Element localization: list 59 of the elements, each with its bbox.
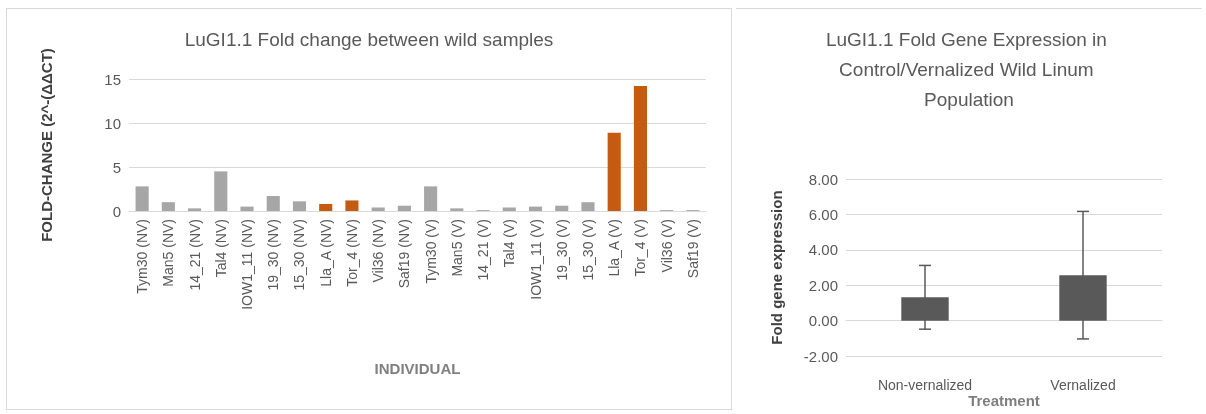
x-tick-label: Man5 (NV) xyxy=(160,219,177,287)
x-axis-title: INDIVIDUAL xyxy=(374,360,461,377)
x-tick-label: Saf19 (V) xyxy=(684,219,701,279)
bar xyxy=(319,203,333,211)
x-tick-label: Lla_A (V) xyxy=(606,219,623,277)
x-tick-label: Vernalized xyxy=(1050,377,1116,394)
x-tick-label: 19_30 (NV) xyxy=(265,219,282,291)
y-tick-label: 15 xyxy=(104,70,121,88)
y-tick-label: 0 xyxy=(112,202,121,220)
bar xyxy=(450,208,464,211)
bar xyxy=(240,206,254,211)
x-tick-label: IOW1_11 (NV) xyxy=(239,219,256,310)
bar xyxy=(371,207,385,211)
x-tick-label: Tym30 (NV) xyxy=(134,219,151,294)
x-tick-label: Tym30 (V) xyxy=(422,219,439,284)
bar xyxy=(528,206,543,211)
y-axis-title: FOLD-CHANGE (2^-(ΔΔCT) xyxy=(38,48,55,242)
x-tick-label: Tor_4 (NV) xyxy=(343,219,360,287)
bar xyxy=(397,205,411,211)
bar xyxy=(502,207,516,211)
bar xyxy=(214,171,228,211)
chart-title: LuGI1.1 Fold change between wild samples xyxy=(184,28,554,50)
x-tick-label: Lla_A (NV) xyxy=(317,219,334,287)
x-axis-title: Treatment xyxy=(968,392,1040,409)
y-tick-label: 6.00 xyxy=(808,205,838,223)
bar xyxy=(345,200,359,211)
x-tick-label: 14_21 (V) xyxy=(475,219,492,281)
x-tick-label: Vil36 (V) xyxy=(658,219,675,273)
x-tick-label: Man5 (V) xyxy=(448,219,465,277)
bar xyxy=(135,186,149,211)
y-tick-label: 10 xyxy=(104,114,121,132)
x-tick-label: 19_30 (V) xyxy=(553,219,570,281)
y-tick-label: 4.00 xyxy=(808,241,838,259)
x-tick-label: 15_30 (NV) xyxy=(291,219,308,291)
x-tick-label: Tor_4 (V) xyxy=(632,219,649,277)
y-tick-label: 0.00 xyxy=(808,312,838,330)
x-tick-label: IOW1_11 (V) xyxy=(527,219,544,300)
x-tick-label: Non-vernalized xyxy=(877,377,973,394)
y-tick-label: 8.00 xyxy=(808,170,838,188)
bar xyxy=(581,202,595,211)
x-tick-label: Saf19 (NV) xyxy=(396,219,413,289)
y-tick-label: -2.00 xyxy=(803,347,838,365)
bar xyxy=(424,186,438,211)
x-tick-label: 14_21 (NV) xyxy=(186,219,203,291)
bar xyxy=(188,208,202,211)
bar xyxy=(555,205,569,211)
x-tick-label: Tal4 (NV) xyxy=(212,219,229,278)
y-tick-label: 5 xyxy=(112,158,121,176)
chart-title: LuGI1.1 Fold Gene Expression in Control/Vernalized Wild Linum Population xyxy=(825,28,1113,110)
bar xyxy=(266,196,280,211)
x-tick-label: Vil36 (NV) xyxy=(370,219,387,283)
bar xyxy=(161,202,175,211)
y-axis-title: Fold gene expression xyxy=(768,190,785,345)
x-tick-label: Tal4 (V) xyxy=(501,219,518,268)
bar xyxy=(292,201,307,211)
bar xyxy=(607,132,621,211)
y-tick-label: 2.00 xyxy=(808,276,838,294)
bar xyxy=(633,86,647,211)
x-tick-label: 15_30 (V) xyxy=(579,219,596,281)
